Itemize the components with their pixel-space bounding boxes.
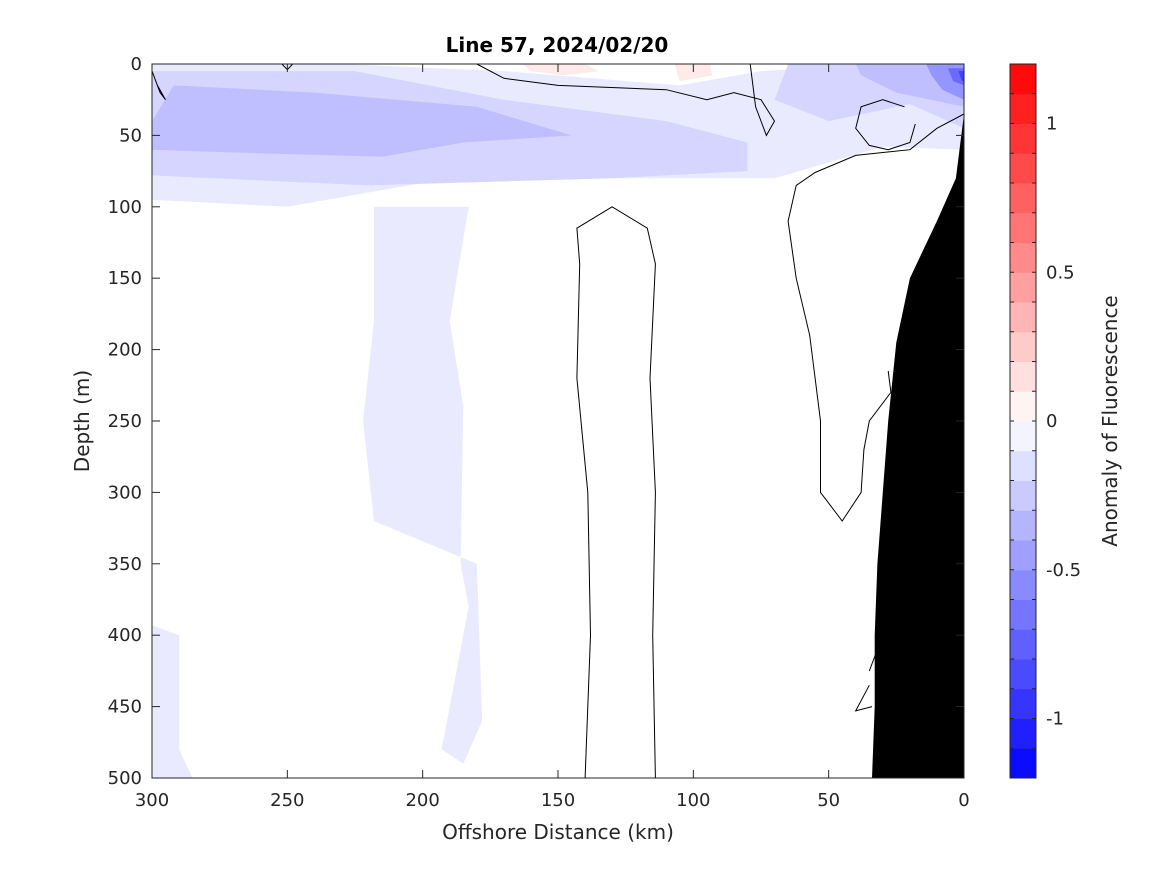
anomaly-region — [958, 71, 964, 83]
contour-line — [854, 684, 873, 712]
colorbar-level — [1010, 93, 1036, 124]
anomaly-region — [152, 85, 572, 157]
colorbar-level — [1010, 212, 1036, 243]
y-tick-label: 250 — [108, 411, 142, 432]
colorbar-level — [1010, 688, 1036, 719]
anomaly-region — [674, 64, 713, 82]
y-tick-label: 350 — [108, 554, 142, 575]
x-axis: 300 250 200 150 100 50 0 — [135, 64, 970, 811]
colorbar-level — [1010, 569, 1036, 600]
chart-title: Line 57, 2024/02/20 — [446, 33, 669, 57]
colorbar-level — [1010, 242, 1036, 273]
contour-line — [476, 63, 776, 137]
colorbar-level — [1010, 659, 1036, 690]
colorbar-level — [1010, 599, 1036, 630]
colorbar-level — [1010, 153, 1036, 184]
colorbar-level — [1010, 272, 1036, 303]
plot-area — [151, 63, 965, 779]
anomaly-region — [152, 625, 193, 778]
colorbar-level — [1010, 302, 1036, 333]
colorbar-tick-label: 0.5 — [1046, 262, 1075, 283]
contour-line — [855, 99, 916, 151]
colorbar-level — [1010, 450, 1036, 481]
x-tick-label: 200 — [405, 790, 439, 811]
anomaly-region — [363, 206, 483, 764]
colorbar-tick-label: 1 — [1046, 114, 1057, 135]
colorbar-level — [1010, 64, 1036, 95]
y-tick-label: 400 — [108, 625, 142, 646]
y-axis: 0 50 100 150 200 250 300 350 400 450 500 — [108, 54, 964, 789]
x-tick-label: 100 — [676, 790, 710, 811]
x-tick-label: 50 — [817, 790, 840, 811]
contour-line — [151, 70, 166, 101]
colorbar-level — [1010, 540, 1036, 571]
x-tick-label: 300 — [135, 790, 169, 811]
bathymetry-mask — [872, 114, 964, 778]
colorbar-level — [1010, 123, 1036, 154]
y-tick-label: 200 — [108, 340, 142, 361]
colorbar-level — [1010, 183, 1036, 214]
colorbar-level — [1010, 510, 1036, 541]
contour-line — [576, 206, 656, 779]
colorbar-tick-label: -1 — [1046, 709, 1064, 730]
colorbar-level — [1010, 629, 1036, 660]
y-tick-label: 450 — [108, 697, 142, 718]
y-tick-label: 50 — [119, 125, 142, 146]
y-axis-label: Depth (m) — [70, 370, 94, 472]
y-tick-label: 100 — [108, 197, 142, 218]
colorbar-level — [1010, 748, 1036, 779]
colorbar-tick-label: 0 — [1046, 411, 1057, 432]
contour-line — [787, 113, 965, 522]
x-tick-label: 150 — [541, 790, 575, 811]
x-axis-label: Offshore Distance (km) — [442, 820, 674, 844]
seafloor-shape — [872, 114, 964, 778]
y-tick-label: 0 — [131, 54, 142, 75]
anomaly-region — [522, 64, 599, 76]
y-tick-label: 150 — [108, 268, 142, 289]
colorbar: -1 -0.5 0 0.5 1 — [1009, 63, 1081, 779]
colorbar-level — [1010, 391, 1036, 422]
colorbar-level — [1010, 361, 1036, 392]
colorbar-level — [1010, 480, 1036, 511]
colorbar-level — [1010, 718, 1036, 749]
y-tick-label: 500 — [108, 768, 142, 789]
colorbar-tick-label: -0.5 — [1046, 560, 1081, 581]
y-tick-label: 300 — [108, 482, 142, 503]
colorbar-label: Anomaly of Fluorescence — [1098, 295, 1122, 546]
colorbar-level — [1010, 331, 1036, 362]
colorbar-level — [1010, 421, 1036, 452]
x-tick-label: 250 — [270, 790, 304, 811]
x-tick-label: 0 — [958, 790, 969, 811]
